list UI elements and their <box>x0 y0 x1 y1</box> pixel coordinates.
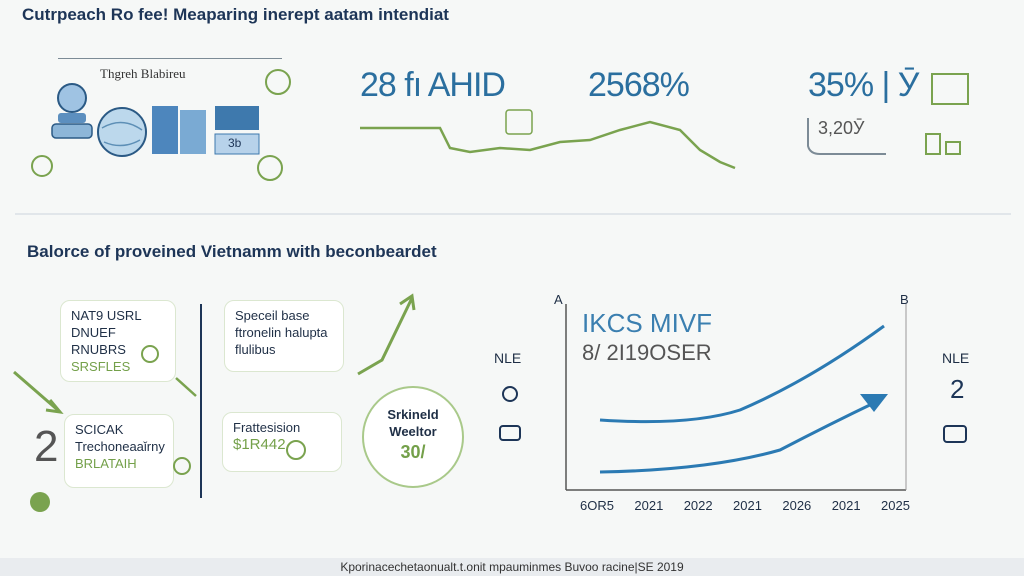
circle-line2: Weeltor <box>389 424 437 439</box>
stat-1: 28 fı AHID <box>360 66 506 104</box>
x-tick: 2021 <box>831 498 861 513</box>
block-icons <box>152 106 260 155</box>
series-line-lower <box>599 400 877 474</box>
cards-vertical-divider <box>200 304 202 498</box>
leaf-icons <box>31 69 291 181</box>
illustration-icons <box>31 69 291 181</box>
arrow-left <box>13 370 61 414</box>
big-digit: 2 <box>34 422 59 471</box>
arrow-up <box>357 297 414 376</box>
stat-3-bracket <box>807 118 886 155</box>
top-left-illustration: Thgreh Blabireu 3b <box>30 58 300 188</box>
card-3: SCICAK Trechoneaaǐrny BRLATAIH <box>64 414 174 488</box>
leaf-dot <box>30 492 50 512</box>
block-label: 3b <box>228 136 242 150</box>
section-title: Balorce of proveined Vietnamm with becon… <box>27 242 437 261</box>
card-3-line2: Trechoneaaǐrny <box>75 439 165 454</box>
card-4-line2: $1R442 <box>233 436 286 453</box>
chart-corner-left: A <box>554 292 563 307</box>
arrow-head <box>860 394 888 412</box>
arrow-mid <box>175 377 197 397</box>
illustration-label: Thgreh Blabireu <box>100 66 186 81</box>
card-3-line1: SCICAK <box>75 422 124 437</box>
circle-line1: Srkineld <box>387 407 439 422</box>
chart-area <box>499 304 967 491</box>
page-title: Cutrpeach Ro fee! Meaparing inerept aata… <box>22 5 449 24</box>
card-2-line3: flulibus <box>235 342 276 357</box>
card-2: Speceil base ftronelin halupta flulibus <box>224 300 344 372</box>
stat-3: 35% | Ӯ <box>808 66 919 104</box>
series-line-upper <box>599 324 885 424</box>
x-tick: 6OR5 <box>580 498 614 513</box>
section-divider <box>15 213 1011 215</box>
chart-left-label: NLE <box>494 350 522 366</box>
card-1-line1: NAT9 USRL <box>71 308 142 323</box>
stat-3-icons <box>925 73 969 155</box>
left-icons <box>499 386 521 441</box>
card-1-line3: SRSFLES <box>71 359 131 374</box>
card-2-line2: ftronelin halupta <box>235 325 328 340</box>
card-1: NAT9 USRL DNUEF RNUBRS SRSFLES <box>60 300 176 382</box>
chart-subtitle: 8/ 2I19OSER <box>582 340 712 365</box>
illustration-frame-line <box>58 58 282 59</box>
chart-corner-right: B <box>900 292 909 307</box>
stat-3-sub: 3,20Ӯ <box>818 118 865 138</box>
right-icon <box>943 425 967 443</box>
card-4-line1: Frattesision <box>233 420 301 435</box>
top-sparkline <box>360 109 736 170</box>
circle-badge: Srkineld Weeltor 30/ <box>362 386 464 488</box>
sparkline-line <box>360 120 736 170</box>
x-ticks: 6OR5 2021 2022 2021 2026 2021 2025 <box>580 498 910 513</box>
card-2-line1: Speceil base <box>235 308 310 323</box>
chart-right-value: 2 <box>950 374 965 404</box>
chart-right-label: NLE <box>942 350 970 366</box>
figure-icon <box>51 83 93 139</box>
x-tick: 2021 <box>634 498 664 513</box>
globe-icon <box>97 107 147 157</box>
card-3-line3: BRLATAIH <box>75 456 137 471</box>
x-tick: 2026 <box>782 498 812 513</box>
card-4: Frattesision $1R442 <box>222 412 342 472</box>
footer: Kporinacechetaonualt.t.onit mpauminmes B… <box>0 558 1024 576</box>
x-tick: 2025 <box>881 498 910 513</box>
cards-decorations <box>13 293 416 512</box>
x-tick: 2022 <box>683 498 713 513</box>
x-tick: 2021 <box>733 498 762 513</box>
stat-2: 2568% <box>588 66 690 104</box>
circle-line3: 30/ <box>400 442 426 462</box>
card-1-line2: DNUEF RNUBRS <box>71 325 126 357</box>
chart-title: IKCS MIVF <box>582 308 713 338</box>
